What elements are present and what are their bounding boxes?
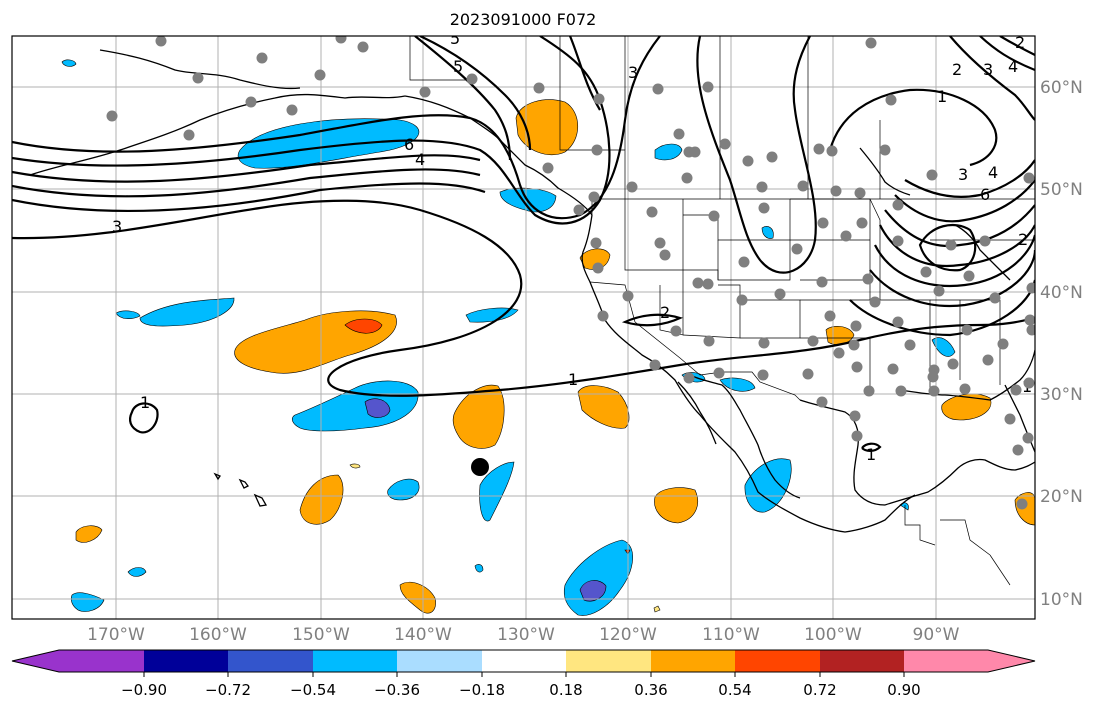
colorbar-tick-label: −0.72 — [205, 681, 251, 699]
contour-label: 6 — [404, 135, 414, 154]
contour-label: 3 — [628, 63, 638, 82]
lon-label: 100°W — [804, 625, 862, 645]
lat-label: 20°N — [1040, 487, 1083, 507]
lat-label: 40°N — [1040, 283, 1083, 303]
contour-label: 2 — [1015, 33, 1025, 52]
contour-label: 1 — [937, 87, 947, 106]
lat-label: 50°N — [1040, 180, 1083, 200]
contour-label: 6 — [980, 185, 990, 204]
colorbar — [11, 649, 1036, 677]
contour-label: 2 — [660, 303, 670, 322]
colorbar-tick-label: −0.90 — [121, 681, 167, 699]
contour-label: 3 — [983, 60, 993, 79]
contour-label: 2 — [1018, 230, 1028, 249]
colorbar-extend-high — [988, 650, 1035, 672]
contour-label: 4 — [988, 163, 998, 182]
lat-label: 10°N — [1040, 590, 1083, 610]
contour-label: 1 — [140, 393, 150, 412]
lon-label: 130°W — [497, 625, 555, 645]
contour-label: 1 — [568, 370, 578, 389]
graticule — [12, 36, 1035, 619]
contour-label: 3 — [112, 217, 122, 236]
contour-label: 2 — [952, 60, 962, 79]
contour-label: 4 — [1008, 57, 1018, 76]
lon-label: 110°W — [702, 625, 760, 645]
colorbar-tick-label: 0.18 — [549, 681, 582, 699]
contour-label: 4 — [415, 150, 425, 169]
colorbar-tick-label: 0.90 — [887, 681, 920, 699]
colorbar-tick-label: 0.54 — [718, 681, 751, 699]
lon-label: 90°W — [913, 625, 960, 645]
station-markers — [106, 36, 1035, 510]
longitude-axis: 170°W 160°W 150°W 140°W 130°W 120°W 110°… — [87, 625, 960, 645]
colorbar-ticks: −0.90 −0.72 −0.54 −0.36 −0.18 0.18 0.36 … — [121, 681, 921, 699]
map-frame — [11, 35, 1036, 620]
contour-label: 3 — [958, 165, 968, 184]
contour-label: 5 — [450, 29, 460, 48]
buoy-marker — [471, 458, 489, 476]
negative-anomaly-shading — [61, 59, 956, 616]
map-panel: 5 5 3 3 6 4 2 1 1 3 4 6 2 3 1 4 2 1 1 2 — [12, 29, 1035, 619]
lon-label: 170°W — [87, 625, 145, 645]
lon-label: 140°W — [394, 625, 452, 645]
colorbar-extend-low — [12, 650, 59, 672]
lon-label: 120°W — [599, 625, 657, 645]
colorbar-tick-label: −0.18 — [459, 681, 505, 699]
contour-label-group: 5 5 3 3 6 4 2 1 1 3 4 6 2 3 1 4 2 1 1 2 — [112, 29, 1032, 464]
contour-label: 5 — [453, 57, 463, 76]
lon-label: 160°W — [189, 625, 247, 645]
contour-label: 1 — [866, 445, 876, 464]
lat-label: 30°N — [1040, 385, 1083, 405]
colorbar-tick-label: −0.54 — [290, 681, 336, 699]
colorbar-tick-label: 0.36 — [634, 681, 667, 699]
colorbar-tick-label: 0.72 — [803, 681, 836, 699]
map-title: 2023091000 F072 — [450, 10, 597, 29]
latitude-axis: 60°N 50°N 40°N 30°N 20°N 10°N — [1040, 78, 1083, 610]
lat-label: 60°N — [1040, 78, 1083, 98]
colorbar-tick-label: −0.36 — [374, 681, 420, 699]
lon-label: 150°W — [292, 625, 350, 645]
